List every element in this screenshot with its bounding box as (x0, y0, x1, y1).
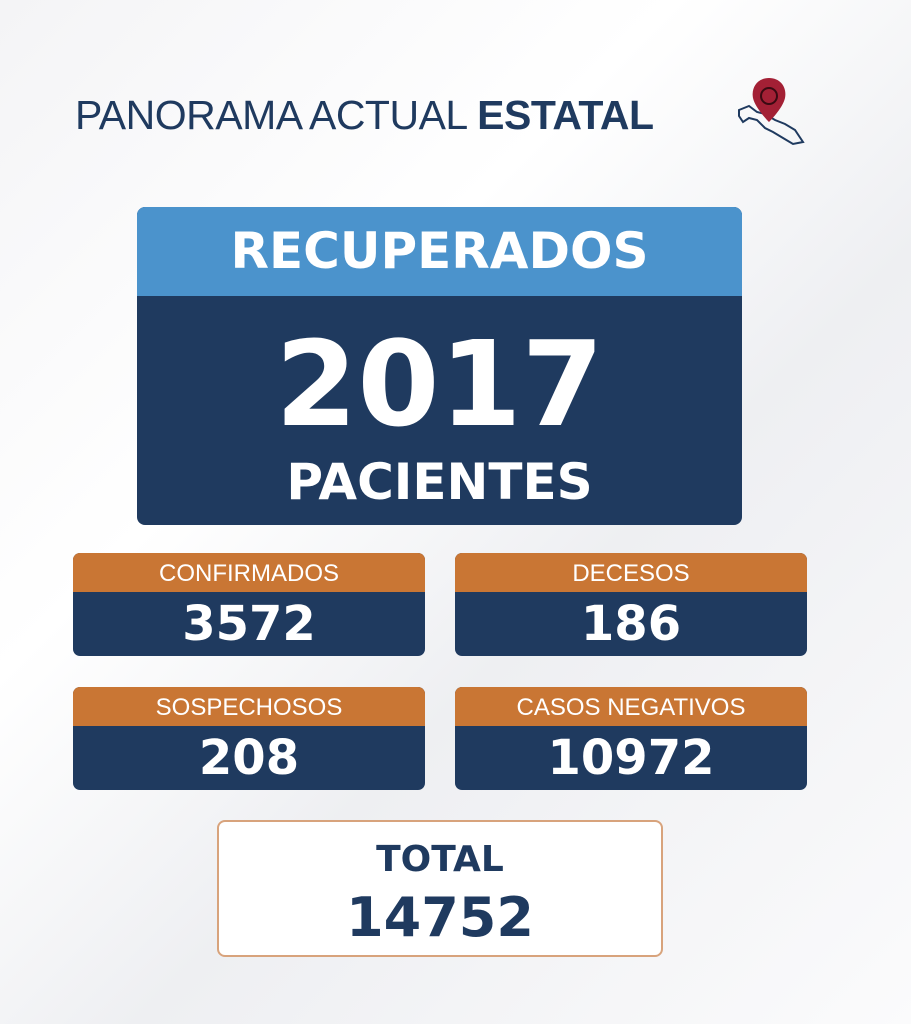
main-label: RECUPERADOS (137, 207, 742, 296)
total-value: 14752 (346, 886, 534, 949)
stat-label: DECESOS (455, 553, 807, 592)
stat-label: CASOS NEGATIVOS (455, 687, 807, 726)
stat-card: CONFIRMADOS 3572 (73, 553, 425, 656)
stat-card: DECESOS 186 (455, 553, 807, 656)
main-unit: PACIENTES (286, 453, 593, 511)
total-card: TOTAL 14752 (217, 820, 663, 957)
pin (752, 78, 786, 122)
stat-value: 186 (580, 596, 682, 652)
stat-card: SOSPECHOSOS 208 (73, 687, 425, 790)
stat-value: 3572 (182, 596, 316, 652)
total-label: TOTAL (376, 839, 504, 880)
stat-value: 208 (198, 730, 300, 786)
title-bold: ESTATAL (477, 92, 654, 138)
stat-value: 10972 (547, 730, 715, 786)
map-icon (738, 78, 805, 146)
stat-label: SOSPECHOSOS (73, 687, 425, 726)
title-light: PANORAMA ACTUAL (75, 92, 467, 138)
main-value: 2017 (275, 315, 604, 453)
pin-hole (760, 87, 778, 105)
main-card: RECUPERADOS 2017 PACIENTES (137, 207, 742, 525)
header-title: PANORAMA ACTUAL ESTATAL (75, 92, 735, 152)
stat-label: CONFIRMADOS (73, 553, 425, 592)
stat-card: CASOS NEGATIVOS 10972 (455, 687, 807, 790)
